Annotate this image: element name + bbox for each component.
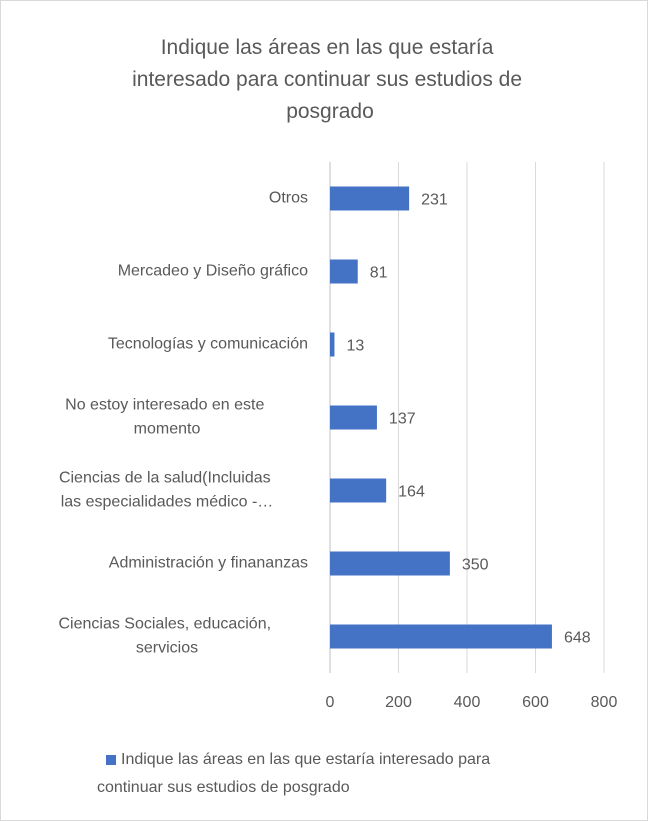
legend-swatch [106, 755, 116, 765]
data-label: 164 [398, 484, 425, 501]
bar [330, 551, 450, 576]
x-tick-label: 400 [454, 694, 481, 711]
data-label: 81 [370, 265, 388, 282]
y-tick-label: Tecnologías y comunicación [108, 336, 308, 353]
y-tick-label: Mercadeo y Diseño gráfico [118, 263, 308, 280]
chart-title: Indique las áreas en las que estaría int… [132, 36, 528, 123]
x-tick-label: 0 [326, 694, 335, 711]
bar [330, 186, 410, 211]
y-tick-label: Ciencias de la salud(Incluidas las espec… [59, 470, 275, 511]
y-tick-label: Administración y finananzas [109, 555, 308, 572]
x-tick-label: 800 [591, 694, 618, 711]
x-tick-label: 600 [522, 694, 549, 711]
data-label: 648 [564, 630, 591, 647]
bar [330, 332, 335, 357]
bar [330, 259, 358, 284]
y-tick-label: Otros [269, 190, 308, 207]
x-tick-label: 200 [385, 694, 412, 711]
data-label: 13 [346, 338, 364, 355]
data-label: 231 [421, 192, 448, 209]
bar [330, 624, 552, 649]
bar [330, 478, 387, 503]
data-label: 350 [462, 557, 489, 574]
data-label: 137 [389, 411, 416, 428]
y-tick-label: No estoy interesado en este momento [65, 397, 269, 438]
y-tick-label: Ciencias Sociales, educación, servicios [58, 616, 275, 657]
bar [330, 405, 377, 430]
legend-label: Indique las áreas en las que estaría int… [97, 751, 495, 796]
